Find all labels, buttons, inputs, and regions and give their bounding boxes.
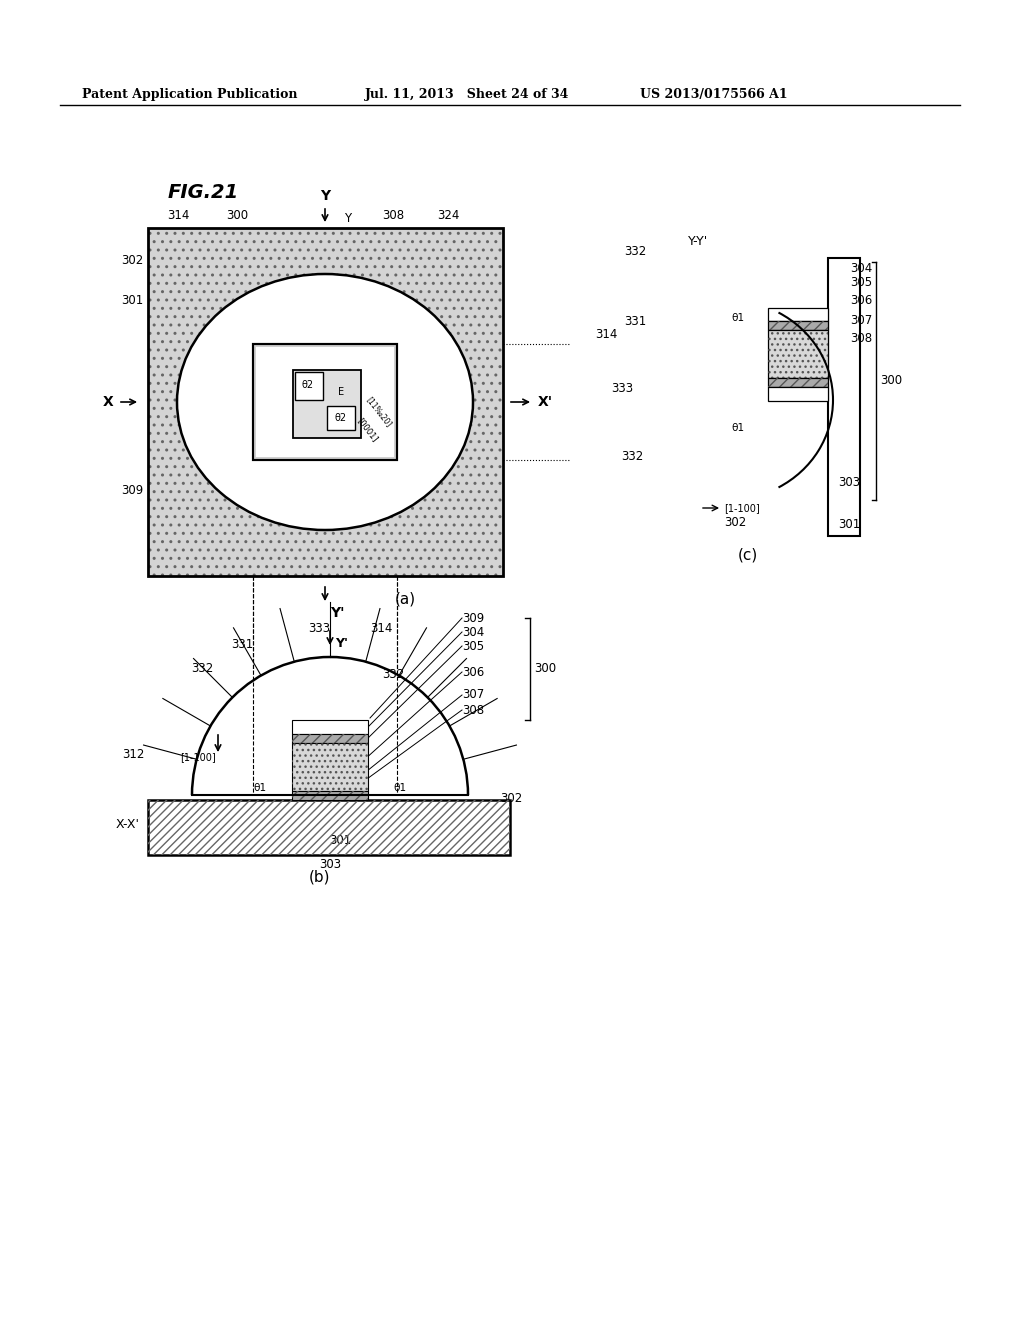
Text: 308: 308 <box>850 331 872 345</box>
Text: 305: 305 <box>462 639 484 652</box>
Text: Jul. 11, 2013   Sheet 24 of 34: Jul. 11, 2013 Sheet 24 of 34 <box>365 88 569 102</box>
Polygon shape <box>768 387 828 401</box>
Polygon shape <box>828 257 860 536</box>
Text: 303: 303 <box>838 475 860 488</box>
Text: 306: 306 <box>462 665 484 678</box>
Polygon shape <box>292 743 368 791</box>
Text: X': X' <box>538 395 553 409</box>
Polygon shape <box>148 228 503 576</box>
Text: FIG.21: FIG.21 <box>168 183 240 202</box>
Text: [1-100]: [1-100] <box>724 503 760 513</box>
Text: 306: 306 <box>850 293 872 306</box>
Text: 301: 301 <box>121 293 143 306</box>
Text: 307: 307 <box>850 314 872 326</box>
Text: 309: 309 <box>462 611 484 624</box>
Polygon shape <box>768 378 828 387</box>
Text: US 2013/0175566 A1: US 2013/0175566 A1 <box>640 88 787 102</box>
Text: 304: 304 <box>462 626 484 639</box>
Text: 300: 300 <box>880 374 902 387</box>
Polygon shape <box>256 347 394 457</box>
Text: 303: 303 <box>318 858 341 871</box>
Text: X-X': X-X' <box>116 818 140 832</box>
Polygon shape <box>253 345 397 459</box>
Text: θ2: θ2 <box>302 380 314 389</box>
Text: 332: 332 <box>190 661 213 675</box>
Text: 331: 331 <box>230 639 253 652</box>
Text: 314: 314 <box>167 209 189 222</box>
Text: [11‰20]: [11‰20] <box>365 396 393 429</box>
Text: 314: 314 <box>370 622 392 635</box>
Text: 333: 333 <box>611 381 633 395</box>
Text: 300: 300 <box>534 661 556 675</box>
Polygon shape <box>295 372 323 400</box>
Polygon shape <box>768 321 828 330</box>
Text: 314: 314 <box>596 329 618 342</box>
Text: θ1: θ1 <box>731 313 744 323</box>
Text: 302: 302 <box>121 253 143 267</box>
Text: Y': Y' <box>335 638 348 649</box>
Text: Y: Y <box>319 189 330 203</box>
Polygon shape <box>768 330 828 378</box>
Text: Y-Y': Y-Y' <box>688 235 709 248</box>
Text: [0001]: [0001] <box>355 416 379 444</box>
Polygon shape <box>292 719 368 734</box>
Text: 333: 333 <box>308 622 330 635</box>
Polygon shape <box>148 800 510 855</box>
Text: 332: 332 <box>382 668 404 681</box>
Text: θ1: θ1 <box>253 783 266 793</box>
Text: Y': Y' <box>330 606 344 620</box>
Text: [1-100]: [1-100] <box>180 752 216 762</box>
Text: 307: 307 <box>462 689 484 701</box>
Polygon shape <box>292 734 368 743</box>
Text: 302: 302 <box>500 792 522 804</box>
Polygon shape <box>293 370 361 438</box>
Ellipse shape <box>177 275 473 531</box>
Text: (c): (c) <box>738 548 758 564</box>
Polygon shape <box>768 308 828 321</box>
Text: θ1: θ1 <box>731 422 744 433</box>
Text: 300: 300 <box>226 209 248 222</box>
Text: 324: 324 <box>437 209 459 222</box>
Text: θ2: θ2 <box>335 413 347 422</box>
Polygon shape <box>327 407 355 430</box>
Text: X: X <box>102 395 113 409</box>
Text: 308: 308 <box>382 209 404 222</box>
Text: (a): (a) <box>394 591 416 606</box>
Text: (b): (b) <box>309 870 331 884</box>
Text: Patent Application Publication: Patent Application Publication <box>82 88 298 102</box>
Polygon shape <box>292 791 368 800</box>
Text: 332: 332 <box>624 246 646 257</box>
Text: Y: Y <box>344 213 351 224</box>
Text: E: E <box>338 387 344 397</box>
Text: 331: 331 <box>624 315 646 327</box>
Text: 332: 332 <box>621 450 643 463</box>
Text: 304: 304 <box>850 261 872 275</box>
Text: 301: 301 <box>838 517 860 531</box>
Text: 308: 308 <box>462 704 484 717</box>
Text: θ1: θ1 <box>393 783 407 793</box>
Text: 305: 305 <box>850 276 872 289</box>
Text: 302: 302 <box>724 516 746 528</box>
Text: 309: 309 <box>121 483 143 496</box>
Text: 312: 312 <box>123 748 145 762</box>
Text: 301: 301 <box>329 833 351 846</box>
